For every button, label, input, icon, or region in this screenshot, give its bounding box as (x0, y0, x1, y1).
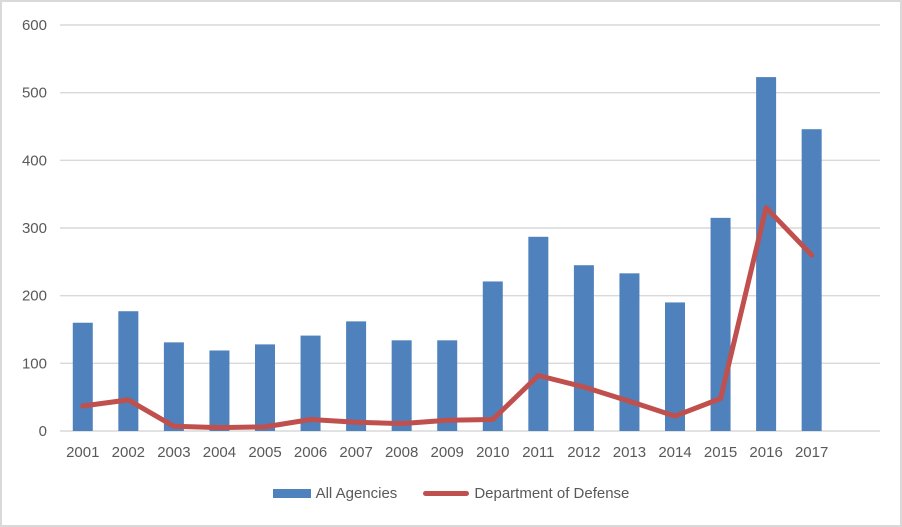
bar-2017 (801, 129, 822, 431)
bar-2007 (346, 321, 367, 431)
y-axis-tick-500: 500 (22, 85, 47, 102)
x-axis-tick-2012: 2012 (567, 444, 600, 461)
x-axis-tick-2016: 2016 (749, 444, 782, 461)
x-axis-tick-2003: 2003 (157, 444, 190, 461)
bar-2002 (118, 311, 139, 431)
bar-2001 (72, 322, 93, 431)
x-axis-tick-2009: 2009 (431, 444, 464, 461)
bar-2006 (300, 335, 321, 431)
bar-2010 (482, 281, 503, 431)
x-axis-tick-2007: 2007 (339, 444, 372, 461)
y-axis-tick-400: 400 (22, 152, 47, 169)
x-axis-tick-2006: 2006 (294, 444, 327, 461)
legend-item-dod: Department of Defense (423, 485, 629, 502)
all-agencies-swatch-icon (272, 489, 311, 498)
legend-label-all-agencies: All Agencies (315, 485, 398, 502)
dod-line (80, 205, 815, 431)
x-axis-tick-2015: 2015 (704, 444, 737, 461)
legend-label-dod: Department of Defense (474, 485, 630, 502)
y-axis-tick-300: 300 (22, 220, 47, 237)
bar-2012 (573, 265, 594, 431)
x-axis-tick-2005: 2005 (248, 444, 281, 461)
x-axis-tick-2008: 2008 (385, 444, 418, 461)
legend: All Agencies Department of Defense (2, 485, 900, 502)
x-axis-tick-2001: 2001 (66, 444, 99, 461)
y-axis-tick-200: 200 (22, 288, 47, 305)
x-axis-tick-2014: 2014 (658, 444, 691, 461)
legend-item-all-agencies: All Agencies (272, 485, 398, 502)
bar-2013 (619, 273, 640, 431)
x-axis-tick-2011: 2011 (522, 444, 554, 461)
dod-line-swatch-icon (423, 491, 470, 496)
bar-2004 (209, 350, 230, 431)
x-axis-tick-2017: 2017 (795, 444, 828, 461)
x-axis-tick-2010: 2010 (476, 444, 509, 461)
x-axis-tick-2013: 2013 (613, 444, 646, 461)
bar-2005 (255, 344, 275, 431)
y-axis-tick-0: 0 (39, 423, 47, 440)
x-axis-tick-2002: 2002 (112, 444, 145, 461)
y-axis-tick-600: 600 (22, 17, 47, 34)
bar-2009 (437, 340, 458, 431)
bar-2003 (163, 342, 184, 431)
bar-2011 (528, 236, 549, 431)
x-axis-tick-2004: 2004 (203, 444, 236, 461)
bar-2008 (391, 340, 412, 431)
y-axis-tick-100: 100 (22, 355, 47, 372)
bar-2014 (665, 302, 685, 431)
bar-2016 (756, 77, 777, 431)
